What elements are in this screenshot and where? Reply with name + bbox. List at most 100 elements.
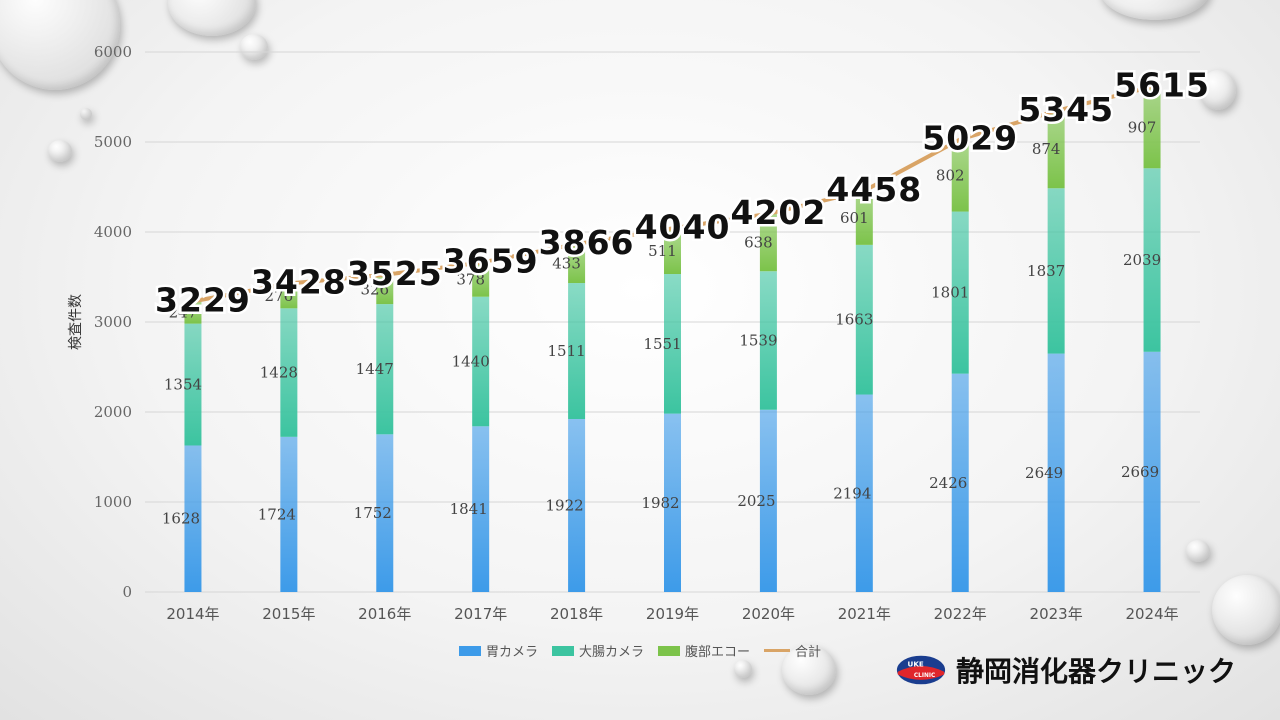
data-label: 247 <box>169 304 198 322</box>
bar-segment <box>472 262 490 297</box>
water-drop <box>782 645 836 695</box>
bar-segment <box>951 139 969 212</box>
bar-segment <box>855 190 873 245</box>
data-label: 1724 <box>258 505 296 523</box>
y-tick-label: 4000 <box>94 223 132 241</box>
bar-segment <box>855 394 873 592</box>
x-tick-label: 2023年 <box>1030 605 1083 623</box>
x-tick-label: 2016年 <box>358 605 411 623</box>
bar-segment <box>1143 351 1161 592</box>
legend-label: 合計 <box>795 645 822 660</box>
logo-mark-top: UKE <box>908 659 924 668</box>
water-drop <box>240 34 268 60</box>
data-label: 638 <box>744 234 773 252</box>
water-drop <box>734 660 752 678</box>
data-label: 1354 <box>164 376 202 394</box>
bar-segment <box>759 409 777 592</box>
bar-segment <box>1047 109 1065 189</box>
bar-segment <box>759 213 777 272</box>
legend-label: 腹部エコー <box>685 645 751 660</box>
bar-segment <box>568 244 586 284</box>
legend-swatch <box>658 645 680 656</box>
y-tick-label: 1000 <box>94 493 132 511</box>
data-label: 802 <box>936 166 965 184</box>
bar-segment <box>1143 168 1161 352</box>
bar-segment <box>376 434 394 592</box>
data-label: 2649 <box>1025 464 1063 482</box>
water-drop <box>1100 0 1210 20</box>
data-label: 2426 <box>929 474 967 492</box>
legend-item: 大腸カメラ <box>551 641 644 660</box>
legend-label: 大腸カメラ <box>578 645 644 660</box>
bar-segment <box>1047 188 1065 354</box>
data-label: 1752 <box>354 504 392 522</box>
bar-segment <box>568 419 586 592</box>
bar-segment <box>1047 353 1065 592</box>
data-label: 326 <box>360 280 389 298</box>
bar-segment <box>1143 86 1161 169</box>
total-label: 3659 <box>443 242 539 281</box>
bar-segment <box>376 304 394 435</box>
clinic-logo-mark: UKE CLINIC <box>896 655 946 685</box>
data-label: 1922 <box>545 497 583 515</box>
total-label: 3866 <box>539 223 635 262</box>
y-tick-label: 2000 <box>94 403 132 421</box>
total-label: 3229 <box>155 280 251 319</box>
total-label: 5029 <box>922 118 1018 157</box>
legend-item: 腹部エコー <box>658 641 750 660</box>
bar-segment <box>664 228 681 275</box>
bar-segment <box>280 308 298 437</box>
x-tick-label: 2021年 <box>838 605 891 623</box>
y-tick-label: 6000 <box>94 43 132 61</box>
data-label: 1841 <box>450 500 488 518</box>
bar-segment <box>855 244 873 395</box>
bars <box>184 86 1161 592</box>
bar-segment <box>472 296 490 427</box>
bar-segment <box>280 436 298 592</box>
water-drop <box>80 108 92 120</box>
y-axis-ticks: 0 1000 2000 3000 4000 5000 6000 <box>94 43 132 601</box>
legend-swatch <box>551 645 574 656</box>
data-label: 1982 <box>641 494 679 512</box>
bar-segment <box>759 271 777 410</box>
bar-segment <box>184 323 202 446</box>
total-line <box>192 84 1153 304</box>
data-label: 276 <box>265 287 294 305</box>
data-label: 907 <box>1128 118 1157 136</box>
x-tick-label: 2015年 <box>262 605 315 623</box>
x-tick-label: 2018年 <box>550 605 603 623</box>
clinic-logo: UKE CLINIC 静岡消化器クリニック <box>896 650 1236 690</box>
data-label: 1447 <box>356 360 394 378</box>
total-series-line <box>192 84 1153 304</box>
bar-segment <box>664 413 681 592</box>
bar-segment <box>184 301 202 324</box>
data-label: 2194 <box>833 484 871 502</box>
total-label: 5615 <box>1114 66 1210 105</box>
bar-segment <box>376 274 394 305</box>
water-drop <box>1186 540 1210 562</box>
total-label: 3428 <box>251 262 347 301</box>
x-tick-label: 2019年 <box>646 605 699 623</box>
data-label: 2039 <box>1123 251 1161 269</box>
data-label: 1837 <box>1027 262 1065 280</box>
data-label: 2669 <box>1121 463 1159 481</box>
data-label: 1440 <box>452 353 490 371</box>
bar-segment <box>280 283 298 309</box>
data-label: 2025 <box>737 492 775 510</box>
y-tick-label: 0 <box>122 583 132 601</box>
x-tick-label: 2014年 <box>166 605 219 623</box>
total-label: 4202 <box>730 193 826 232</box>
bar-segment <box>472 426 490 592</box>
data-label: 1428 <box>260 364 298 382</box>
data-label: 511 <box>648 242 677 260</box>
bar-segment <box>184 445 202 592</box>
x-axis-ticks: 2014年 2015年 2016年 2017年 2018年 2019年 2020年 2021年… <box>166 605 1178 623</box>
legend-line-swatch <box>764 649 791 652</box>
legend-swatch <box>458 645 481 656</box>
data-label: 1511 <box>547 342 585 360</box>
y-tick-label: 3000 <box>94 313 132 331</box>
data-label: 601 <box>840 209 869 227</box>
legend: 胃カメラ 大腸カメラ 腹部エコー 合計 <box>0 641 1280 660</box>
total-label: 4040 <box>635 207 731 246</box>
